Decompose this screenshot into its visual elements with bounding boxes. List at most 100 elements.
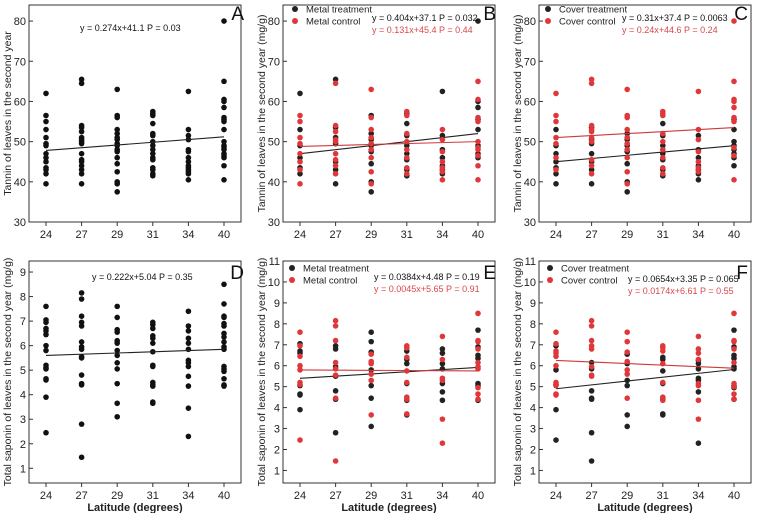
y-tick-label: 1 [20, 463, 26, 475]
regression-line [555, 127, 735, 139]
data-point [43, 158, 49, 165]
data-point [624, 349, 630, 355]
data-point [297, 150, 303, 157]
x-tick-label: 29 [621, 490, 633, 502]
data-point [221, 138, 227, 145]
data-point [150, 325, 156, 332]
data-point [695, 158, 702, 165]
data-point [439, 88, 446, 95]
plot-frame [282, 4, 496, 223]
data-point [78, 346, 85, 353]
data-point [695, 168, 702, 175]
data-point [588, 128, 595, 135]
legend-marker [545, 18, 551, 24]
y-tick-label: 30 [268, 217, 280, 229]
data-point [660, 368, 666, 374]
data-point [475, 396, 481, 403]
data-point [78, 170, 85, 177]
legend-label: Cover control [559, 17, 616, 28]
data-point [588, 337, 595, 344]
x-tick-label: 27 [585, 229, 597, 241]
x-tick-label: 29 [621, 229, 633, 241]
series-cover-control: y = 0.0174x+6.61 P = 0.55 Cover control [547, 276, 737, 422]
data-point [43, 154, 49, 161]
data-point [78, 128, 85, 135]
data-point [731, 391, 737, 397]
data-point [588, 373, 595, 379]
y-tick-label: 2 [20, 439, 26, 451]
data-point [78, 158, 85, 165]
data-point [185, 88, 192, 95]
regression-equation: y = 0.404x+37.1 P = 0.032 [372, 13, 478, 23]
data-point [404, 108, 410, 115]
data-point [332, 395, 339, 401]
data-point [731, 327, 737, 333]
data-point [43, 112, 49, 119]
data-point [475, 327, 481, 333]
x-tick-label: 34 [182, 490, 194, 502]
data-point [731, 177, 737, 183]
data-point [695, 148, 702, 155]
data-point [221, 323, 227, 329]
data-point [150, 142, 156, 149]
regression-equation: y = 0.0654x+3.35 P = 0.065 [628, 274, 739, 284]
data-point [185, 158, 192, 165]
data-point [404, 154, 410, 161]
data-point [221, 146, 227, 153]
data-point [114, 340, 120, 346]
data-point [368, 181, 375, 187]
y-axis-label: Total saponin of leaves in the second ye… [256, 258, 268, 487]
data-point [297, 381, 303, 388]
data-point [368, 146, 375, 153]
data-point [114, 380, 120, 387]
data-point [332, 170, 339, 177]
data-point [368, 423, 375, 430]
data-point [553, 406, 559, 413]
data-point [150, 383, 156, 389]
data-point [185, 148, 192, 155]
data-point [660, 142, 666, 149]
data-point [297, 140, 303, 147]
regression-line [555, 145, 735, 163]
data-point [588, 458, 595, 464]
data-point [553, 340, 559, 347]
data-point [660, 379, 666, 386]
data-point [43, 429, 49, 436]
data-point [553, 118, 559, 125]
data-point [731, 114, 737, 121]
data-point [78, 382, 85, 388]
data-point [332, 337, 339, 344]
y-tick-label: 80 [524, 16, 536, 28]
data-point [114, 168, 120, 175]
y-tick-label: 7 [274, 340, 280, 352]
data-point [553, 140, 559, 147]
data-point [439, 158, 446, 165]
data-point [185, 340, 192, 346]
y-tick-label: 80 [268, 16, 280, 28]
data-point [624, 395, 630, 401]
data-point [221, 154, 227, 161]
data-point [588, 396, 595, 403]
data-point [624, 338, 630, 345]
data-point [332, 138, 339, 145]
series-all: y = 0.222x+5.04 P = 0.35 [43, 272, 227, 461]
data-point [297, 362, 303, 369]
x-tick-label: 24 [294, 490, 306, 502]
data-point [475, 338, 481, 345]
data-point [404, 120, 410, 127]
data-point [404, 130, 410, 137]
regression-equation: y = 0.222x+5.04 P = 0.35 [92, 272, 193, 282]
data-point [114, 314, 120, 321]
data-point [475, 152, 481, 159]
data-point [185, 383, 192, 389]
data-point [221, 334, 227, 340]
data-point [332, 359, 339, 366]
data-point [404, 396, 410, 403]
regression-line [45, 136, 225, 152]
data-point [475, 118, 481, 125]
regression-equation: y = 0.31x+37.4 P = 0.0063 [622, 13, 728, 23]
y-tick-label: 3 [274, 424, 280, 436]
data-point [297, 343, 303, 349]
